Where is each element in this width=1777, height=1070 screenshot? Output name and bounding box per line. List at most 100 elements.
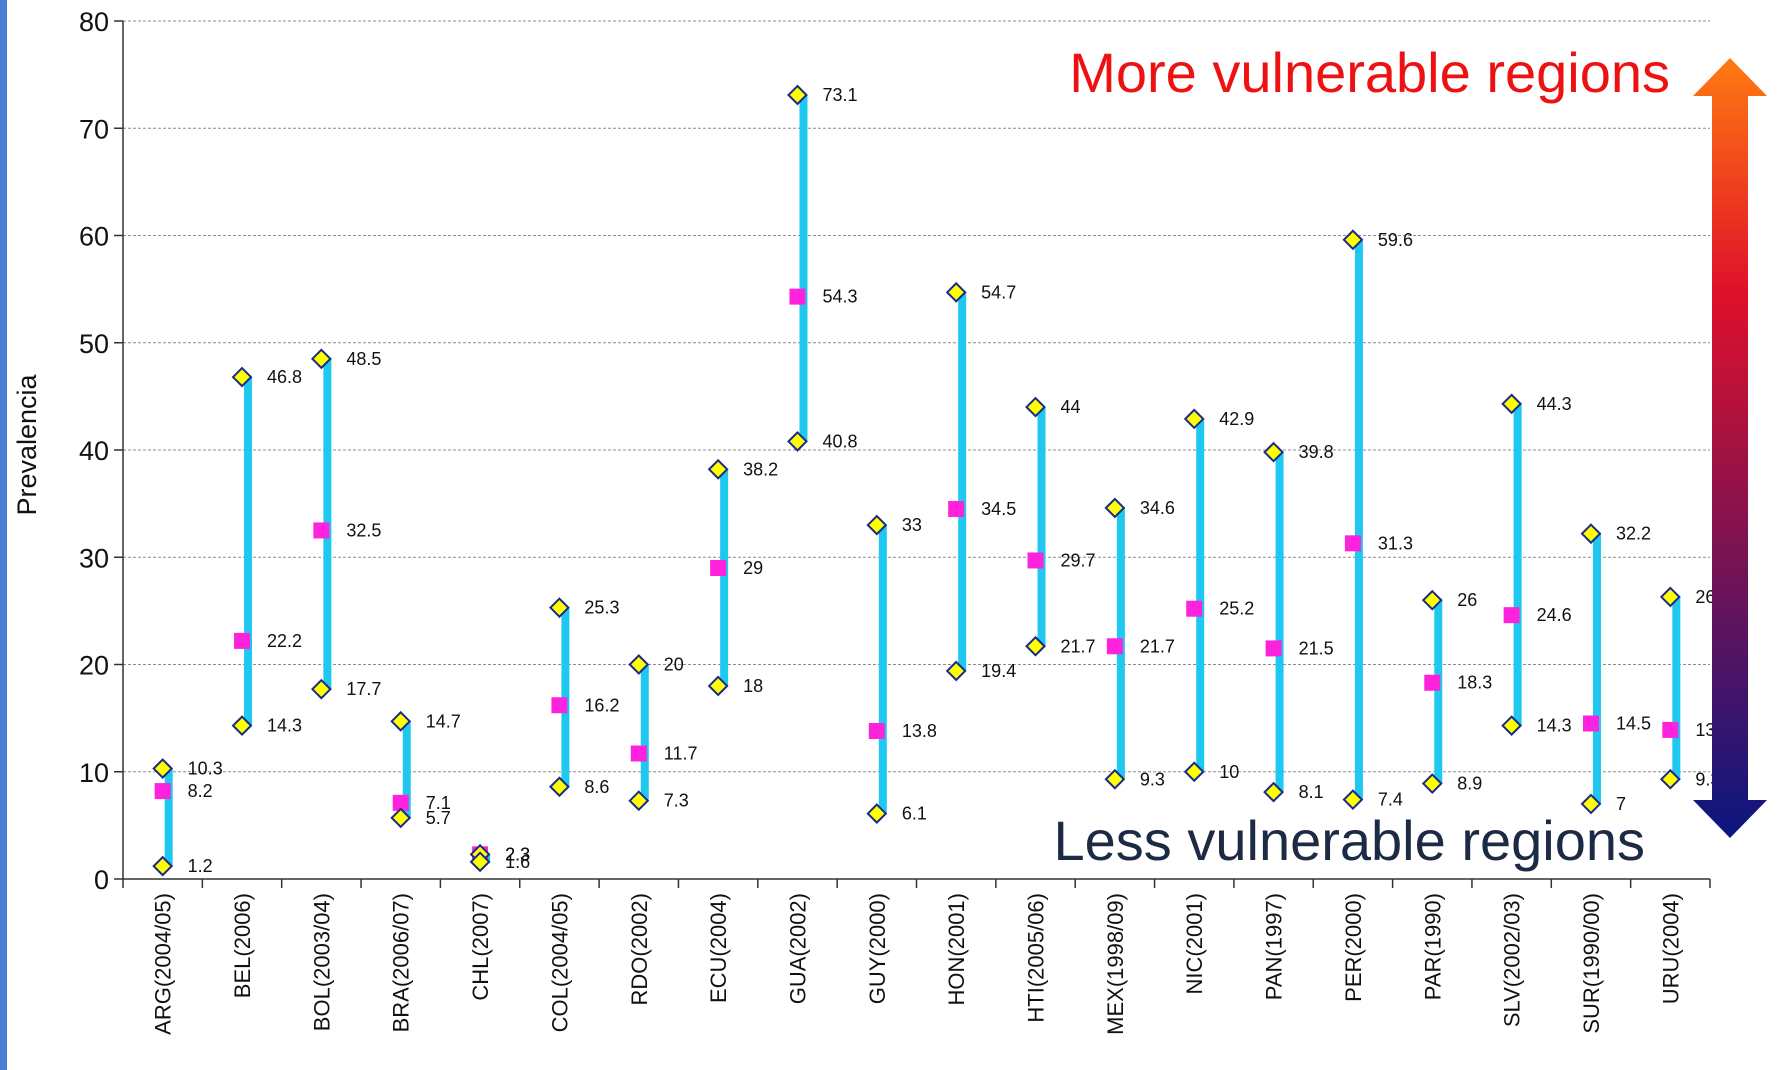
extreme-marker: [152, 855, 174, 877]
extreme-marker: [866, 803, 888, 824]
extreme-marker: [390, 807, 412, 829]
extreme-marker: [1263, 781, 1284, 803]
data-label-national: 21.5: [1299, 638, 1334, 658]
extreme-marker: [1580, 523, 1602, 545]
y-tick-label: 50: [79, 329, 109, 359]
data-label-min: 7: [1616, 794, 1626, 814]
extreme-marker: [945, 660, 967, 682]
data-label-min: 17.7: [346, 679, 381, 699]
y-axis-label: Prevalencia: [12, 373, 42, 515]
data-label-max: 2.3: [505, 844, 530, 864]
data-label-min: 6.1: [902, 804, 927, 824]
data-label-min: 8.9: [1457, 774, 1482, 794]
extreme-marker: [1104, 497, 1126, 519]
data-label-max: 48.5: [346, 349, 381, 369]
midpoint-marker: [154, 783, 171, 800]
data-label-min: 1.6: [505, 852, 530, 872]
extreme-marker: [390, 710, 412, 732]
data-label-max: 38.2: [743, 459, 778, 479]
data-label-min: 19.4: [981, 661, 1016, 681]
y-tick-label: 60: [79, 222, 109, 252]
data-label-max: 59.6: [1378, 230, 1413, 250]
midpoint-marker: [948, 500, 965, 517]
data-label-min: 8.1: [1299, 782, 1324, 802]
left-border-bar: [0, 0, 7, 1070]
x-category-label: GUY(2000): [865, 893, 890, 1004]
extreme-marker: [1501, 393, 1523, 415]
midpoint-marker: [1186, 600, 1203, 617]
data-label-min: 5.7: [426, 808, 451, 828]
data-label-min: 9.3: [1140, 769, 1165, 789]
data-label-max: 42.9: [1219, 409, 1254, 429]
data-label-national: 8.2: [188, 781, 213, 801]
x-category-label: COL(2004/05): [547, 893, 572, 1032]
extreme-marker: [1263, 441, 1284, 463]
x-category-label: PAN(1997): [1262, 893, 1287, 1000]
x-category-label: MEX(1998/09): [1103, 893, 1128, 1035]
data-label-national: 22.2: [267, 631, 302, 651]
midpoint-marker: [868, 722, 885, 739]
extreme-marker: [1342, 789, 1364, 811]
extreme-marker: [1104, 768, 1126, 790]
extreme-marker: [787, 84, 808, 106]
y-tick-label: 70: [79, 114, 109, 144]
midpoint-marker: [1344, 535, 1361, 552]
extreme-marker: [1025, 635, 1046, 657]
midpoint-marker: [313, 522, 330, 539]
extreme-marker: [1025, 396, 1046, 418]
x-category-label: HTI(2005/06): [1024, 893, 1049, 1023]
x-category-label: ARG(2004/05): [151, 893, 176, 1035]
midpoint-marker: [789, 288, 806, 305]
extreme-marker: [1501, 715, 1523, 737]
y-tick-label: 30: [79, 543, 109, 573]
midpoint-marker: [1662, 721, 1679, 738]
x-category-label: BRA(2006/07): [389, 893, 414, 1032]
extreme-marker: [628, 654, 650, 675]
x-category-label: SLV(2002/03): [1500, 893, 1525, 1027]
data-label-max: 26: [1457, 590, 1477, 610]
midpoint-marker: [1265, 640, 1282, 657]
data-label-national: 54.3: [822, 287, 857, 307]
data-label-national: 32.5: [346, 520, 381, 540]
x-category-label: PER(2000): [1341, 893, 1366, 1002]
data-label-max: 10.3: [188, 759, 223, 779]
data-label-max: 20: [664, 655, 684, 675]
extreme-marker: [707, 675, 729, 697]
midpoint-marker: [1582, 715, 1599, 732]
data-label-national: 29: [743, 558, 763, 578]
extreme-marker: [1659, 768, 1681, 790]
y-tick-label: 10: [79, 758, 109, 788]
extreme-marker: [866, 514, 888, 536]
extreme-marker: [1421, 773, 1443, 794]
y-tick-label: 20: [79, 651, 109, 681]
data-label-national: 21.7: [1140, 636, 1175, 656]
midpoint-marker: [234, 632, 251, 649]
extreme-marker: [152, 758, 174, 779]
data-label-national: 31.3: [1378, 533, 1413, 553]
data-label-max: 34.6: [1140, 498, 1175, 518]
extreme-marker: [549, 776, 570, 798]
data-label-min: 40.8: [822, 431, 857, 451]
x-category-label: RDO(2002): [627, 893, 652, 1005]
extreme-marker: [469, 851, 491, 873]
data-label-min: 8.6: [584, 777, 609, 797]
data-label-max: 46.8: [267, 367, 302, 387]
extreme-marker: [1342, 229, 1364, 251]
annotation-less-vulnerable: Less vulnerable regions: [1054, 809, 1645, 872]
extreme-marker: [945, 281, 967, 303]
midpoint-marker: [1503, 607, 1520, 624]
extreme-marker: [1580, 793, 1602, 815]
data-label-max: 32.2: [1616, 524, 1651, 544]
data-label-min: 21.7: [1061, 636, 1096, 656]
data-label-min: 14.3: [267, 716, 302, 736]
data-label-national: 25.2: [1219, 599, 1254, 619]
data-label-national: 11.7: [664, 744, 698, 764]
midpoint-marker: [392, 794, 409, 811]
x-category-label: BEL(2006): [230, 893, 255, 998]
x-category-label: GUA(2002): [785, 893, 810, 1004]
data-label-min: 18: [743, 676, 763, 696]
data-label-max: 73.1: [822, 85, 857, 105]
data-label-max: 39.8: [1299, 442, 1334, 462]
y-tick-label: 40: [79, 436, 109, 466]
